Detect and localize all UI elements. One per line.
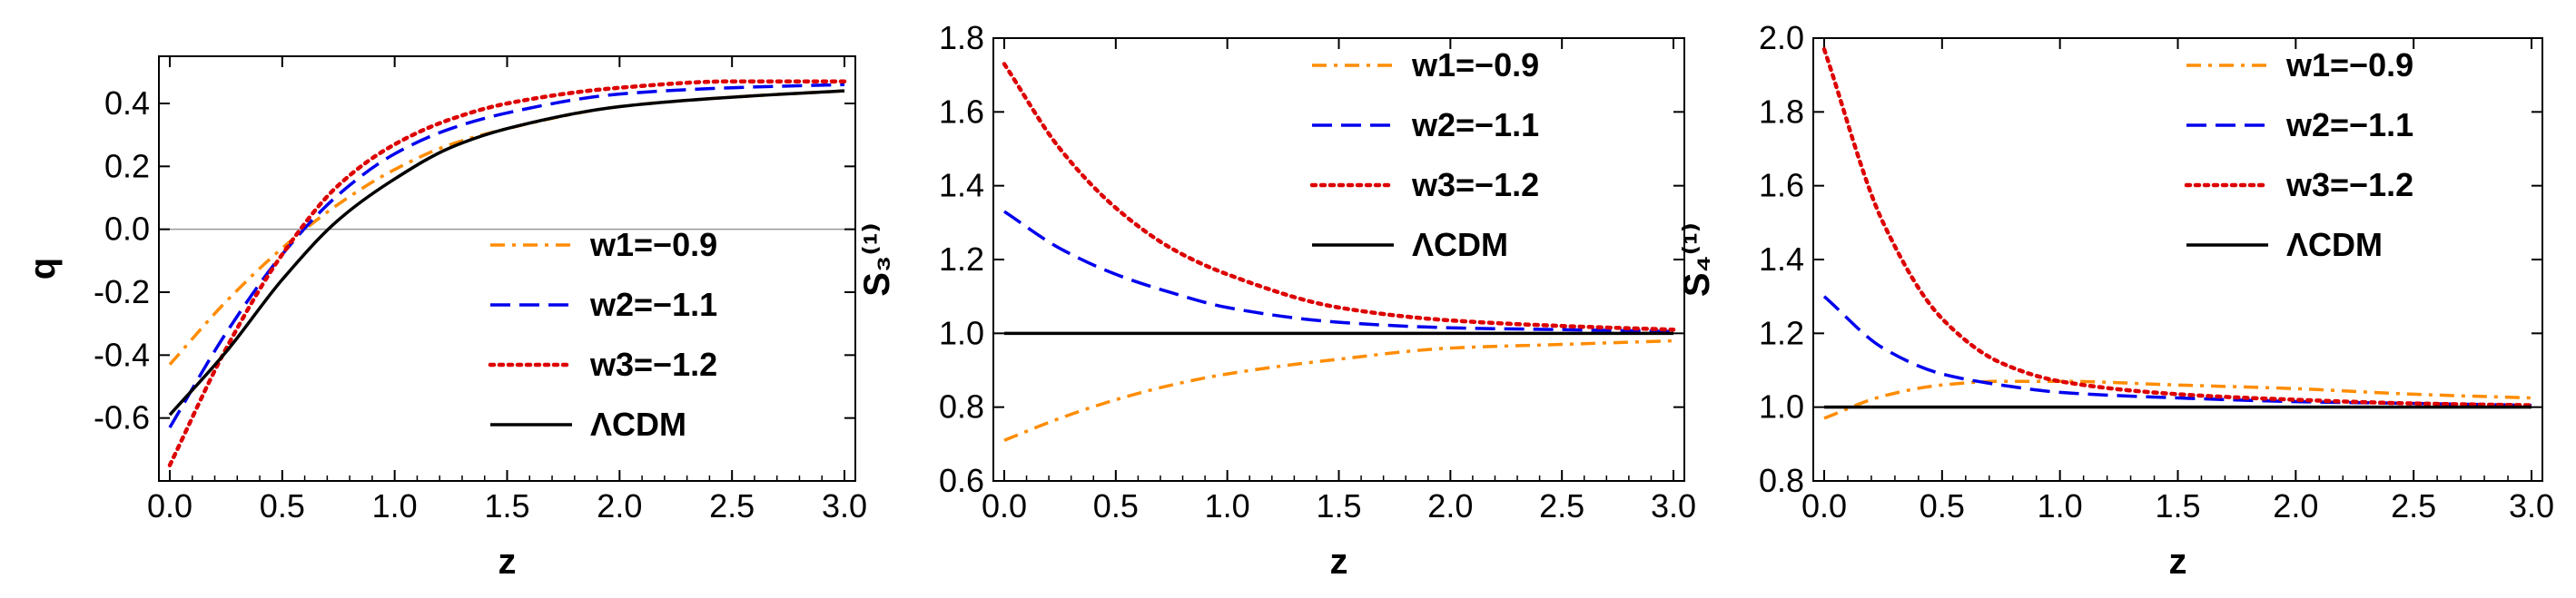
y-axis-title: q <box>23 258 63 279</box>
x-axis-title: z <box>2169 542 2187 582</box>
legend-label: ΛCDM <box>2286 226 2383 263</box>
y-axis-title: S₄⁽¹⁾ <box>1677 222 1717 297</box>
legend-label: w1=−0.9 <box>589 226 717 263</box>
y-tick-label: -0.6 <box>94 399 150 436</box>
chart-s4: 0.0 0.5 1.0 1.5 2.0 2.5 3.0 0.8 1.0 1.2 1.4 1.6 1.8 2… <box>1677 19 2554 582</box>
y-tick-label: 1.8 <box>1759 93 1804 130</box>
x-tick-label: 1.0 <box>372 487 418 524</box>
y-tick-label: 1.6 <box>939 93 984 130</box>
legend-label: w2=−1.1 <box>1411 106 1539 143</box>
y-tick-label: 1.0 <box>1759 388 1804 426</box>
x-tick-label: 0.0 <box>982 487 1027 524</box>
series-line-3 <box>167 79 847 467</box>
x-tick-label: 3.0 <box>1651 487 1696 524</box>
series-line-1 <box>168 89 845 366</box>
y-tick-label: 1.2 <box>1759 314 1804 351</box>
legend-label: w2=−1.1 <box>2285 106 2413 143</box>
chart-q: 0.0 0.5 1.0 1.5 2.0 2.5 3.0 -0.6 -0.4 -0.2 0.0 0.2 0… <box>23 55 867 582</box>
x-tick-label: 2.0 <box>2273 487 2318 524</box>
x-axis-title: z <box>1330 542 1348 582</box>
y-tick-label: 0.2 <box>104 147 150 184</box>
x-tick-label: 2.5 <box>2391 487 2436 524</box>
x-tick-label: 2.5 <box>1539 487 1584 524</box>
x-tick-label: 2.0 <box>597 487 642 524</box>
legend-label: w3=−1.2 <box>2285 166 2413 203</box>
x-tick-label: 1.5 <box>1316 487 1361 524</box>
legend-label: w1=−0.9 <box>1411 46 1539 83</box>
legend-label: ΛCDM <box>1412 226 1508 263</box>
y-tick-label: 1.4 <box>939 167 984 204</box>
plot-frame <box>158 55 856 482</box>
series-line-3 <box>1002 62 1676 332</box>
x-tick-label: 1.0 <box>1205 487 1250 524</box>
y-tick-label: 1.8 <box>939 19 984 56</box>
x-tick-label: 0.5 <box>1920 487 1965 524</box>
series-line-2 <box>1822 295 2532 407</box>
x-tick-label: 3.0 <box>822 487 867 524</box>
legend-label: ΛCDM <box>590 406 686 443</box>
y-tick-label: 0.8 <box>939 388 984 426</box>
x-tick-label: 0.5 <box>260 487 305 524</box>
y-axis-title: S₃⁽¹⁾ <box>857 222 897 297</box>
legend-label: w3=−1.2 <box>1411 166 1539 203</box>
legend-label: w3=−1.2 <box>589 346 717 383</box>
x-tick-label: 0.0 <box>147 487 192 524</box>
plot-frame <box>1812 37 2543 482</box>
y-tick-label: 1.6 <box>1759 167 1804 204</box>
y-tick-label: 1.0 <box>939 314 984 351</box>
legend-label: w2=−1.1 <box>589 286 717 323</box>
x-tick-label: 0.0 <box>1801 487 1847 524</box>
x-tick-label: 1.0 <box>2038 487 2083 524</box>
chart-s3: 0.0 0.5 1.0 1.5 2.0 2.5 3.0 0.6 0.8 1.0 1.2 1.4 1.6 1… <box>857 19 1696 582</box>
y-tick-label: 0.4 <box>104 84 150 122</box>
x-axis-title: z <box>498 542 517 582</box>
legend-label: w1=−0.9 <box>2285 46 2413 83</box>
x-tick-label: 0.5 <box>1093 487 1139 524</box>
y-tick-label: -0.4 <box>94 336 150 373</box>
plot-frame <box>992 37 1685 482</box>
x-tick-label: 1.5 <box>2155 487 2200 524</box>
series-line-4 <box>168 89 845 417</box>
series-line-2 <box>1003 210 1674 334</box>
y-tick-label: 1.4 <box>1759 240 1804 278</box>
series-line-1 <box>1823 379 2532 420</box>
series-line-2 <box>168 83 845 428</box>
y-tick-label: 2.0 <box>1759 19 1804 56</box>
y-tick-label: 0.6 <box>939 462 984 499</box>
x-tick-label: 1.5 <box>484 487 529 524</box>
y-tick-label: 0.8 <box>1759 462 1804 499</box>
x-tick-label: 2.5 <box>709 487 755 524</box>
x-tick-label: 2.0 <box>1427 487 1473 524</box>
series-line-1 <box>1003 338 1674 442</box>
series-line-3 <box>1821 46 2534 407</box>
y-tick-label: -0.2 <box>94 273 150 310</box>
x-tick-label: 3.0 <box>2509 487 2554 524</box>
y-tick-label: 1.2 <box>939 240 984 278</box>
y-tick-label: 0.0 <box>104 211 150 248</box>
